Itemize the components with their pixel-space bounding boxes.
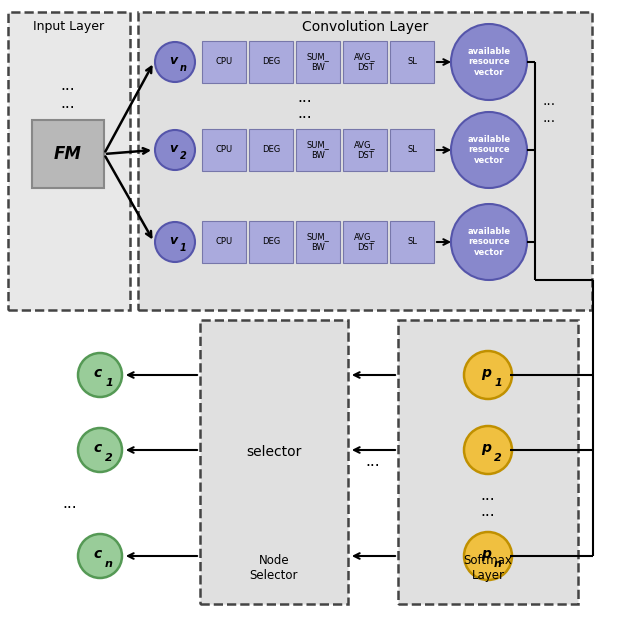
Circle shape (155, 42, 195, 82)
Text: CPU: CPU (216, 238, 232, 246)
Text: SUM_
BW: SUM_ BW (307, 232, 330, 252)
Text: p: p (481, 366, 491, 380)
Bar (249, 129, 293, 171)
Text: Softmax
Layer: Softmax Layer (463, 554, 513, 582)
Text: Convolution Layer: Convolution Layer (302, 20, 428, 34)
Text: ...: ... (481, 488, 495, 503)
Text: n: n (494, 559, 502, 569)
Text: FM: FM (54, 145, 82, 163)
Bar (343, 221, 387, 263)
Text: ...: ... (481, 503, 495, 519)
Text: n: n (105, 559, 113, 569)
Text: c: c (94, 441, 102, 455)
Circle shape (78, 353, 122, 397)
Text: ...: ... (365, 455, 380, 470)
Bar (202, 129, 246, 171)
Circle shape (78, 534, 122, 578)
Circle shape (155, 222, 195, 262)
Text: SL: SL (407, 238, 417, 246)
Bar (249, 221, 293, 263)
Text: SL: SL (407, 57, 417, 67)
Circle shape (464, 351, 512, 399)
Text: ...: ... (63, 496, 77, 511)
Text: v: v (169, 53, 177, 67)
Text: available
resource
vector: available resource vector (467, 47, 511, 77)
Text: ...: ... (61, 78, 76, 93)
Text: ...: ... (543, 94, 556, 108)
Circle shape (451, 204, 527, 280)
Text: SUM_
BW: SUM_ BW (307, 141, 330, 160)
Bar (296, 221, 340, 263)
Text: v: v (169, 141, 177, 154)
Text: ...: ... (61, 96, 76, 111)
Text: 1: 1 (180, 243, 186, 253)
Circle shape (451, 24, 527, 100)
Text: 2: 2 (494, 453, 502, 463)
Text: available
resource
vector: available resource vector (467, 227, 511, 257)
Bar (8, 12, 130, 310)
Bar (343, 41, 387, 83)
Text: selector: selector (246, 445, 301, 459)
Text: DEG: DEG (262, 238, 280, 246)
Text: available
resource
vector: available resource vector (467, 135, 511, 165)
Bar (296, 129, 340, 171)
Text: SUM_
BW: SUM_ BW (307, 52, 330, 72)
Circle shape (464, 532, 512, 580)
Text: 1: 1 (494, 378, 502, 388)
Bar (390, 129, 434, 171)
Text: SL: SL (407, 146, 417, 154)
Bar (200, 320, 348, 604)
Text: 2: 2 (105, 453, 113, 463)
Bar (138, 12, 592, 310)
Text: AVG_
DST: AVG_ DST (354, 232, 376, 252)
Bar (398, 320, 578, 604)
Text: ...: ... (298, 106, 312, 121)
Circle shape (78, 428, 122, 472)
Text: 1: 1 (105, 378, 113, 388)
Circle shape (155, 130, 195, 170)
Text: c: c (94, 366, 102, 380)
Text: CPU: CPU (216, 146, 232, 154)
Bar (343, 129, 387, 171)
Text: n: n (179, 63, 186, 73)
Circle shape (451, 112, 527, 188)
Bar (202, 221, 246, 263)
Text: p: p (481, 547, 491, 561)
Text: v: v (169, 233, 177, 246)
Bar (32, 120, 104, 188)
Text: CPU: CPU (216, 57, 232, 67)
Text: DEG: DEG (262, 146, 280, 154)
Text: Node
Selector: Node Selector (250, 554, 298, 582)
Bar (390, 221, 434, 263)
Text: DEG: DEG (262, 57, 280, 67)
Bar (296, 41, 340, 83)
Text: 2: 2 (180, 151, 186, 161)
Circle shape (464, 426, 512, 474)
Text: Input Layer: Input Layer (33, 20, 104, 33)
Text: p: p (481, 441, 491, 455)
Text: AVG_
DST: AVG_ DST (354, 141, 376, 160)
Bar (390, 41, 434, 83)
Text: ...: ... (298, 90, 312, 106)
Bar (202, 41, 246, 83)
Text: ...: ... (543, 111, 556, 125)
Bar (249, 41, 293, 83)
Text: c: c (94, 547, 102, 561)
Text: AVG_
DST: AVG_ DST (354, 52, 376, 72)
